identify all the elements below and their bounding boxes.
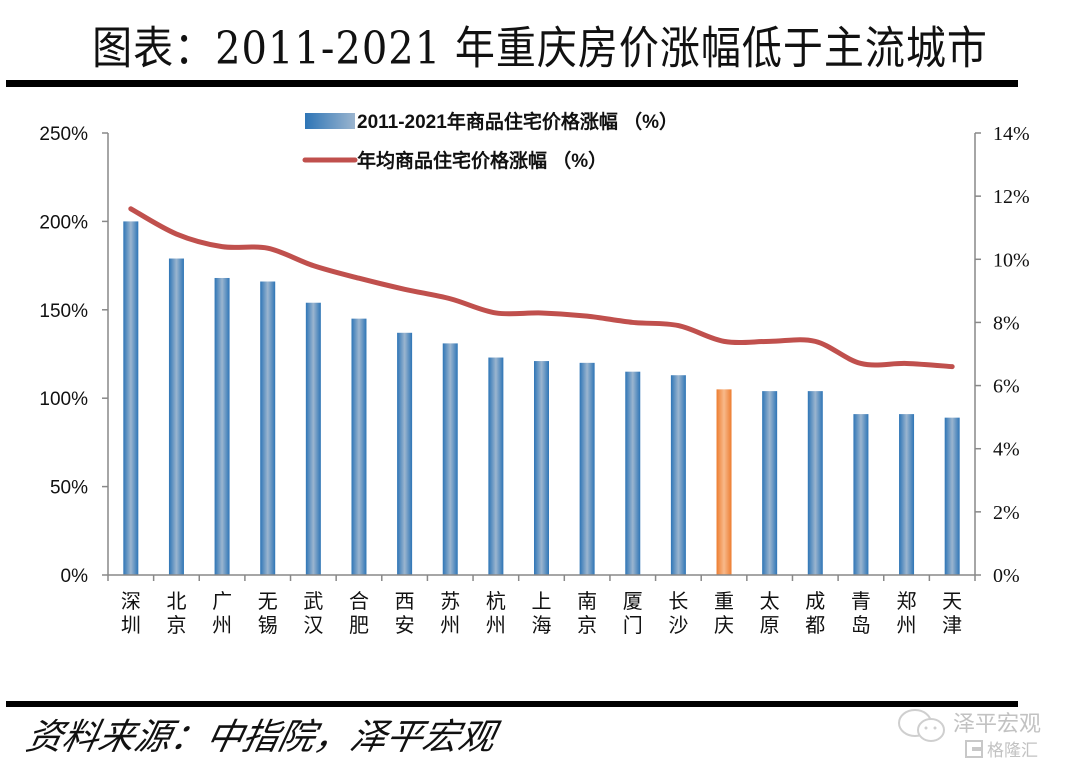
right-axis-tick-label: 10%: [993, 249, 1030, 271]
x-axis-tick-label: 津: [942, 613, 962, 637]
bar: [214, 277, 230, 575]
x-axis-tick-label: 武: [303, 589, 323, 613]
right-axis-tick-label: 14%: [993, 123, 1030, 145]
x-axis-tick-label: 都: [805, 613, 825, 637]
bar: [305, 302, 321, 575]
right-axis-tick-label: 4%: [993, 439, 1020, 461]
gelonghui-logo-icon: [965, 740, 983, 758]
bar: [944, 417, 960, 575]
watermark-sub-brand: 格隆汇: [987, 741, 1038, 761]
x-axis-tick-label: 京: [577, 613, 597, 637]
bar: [397, 332, 413, 575]
bar: [625, 371, 641, 575]
legend-bar-swatch: [305, 113, 355, 129]
x-axis-tick-label: 锡: [258, 613, 278, 637]
bar: [442, 343, 458, 575]
x-axis-tick-label: 合: [349, 589, 369, 613]
x-axis-tick-label: 广: [212, 589, 232, 613]
chart: 0% 50% 100% 150% 200% 250% 0% 2% 4% 6% 8% 10% 12% 14…: [39, 110, 1030, 637]
right-axis-tick-label: 2%: [993, 502, 1020, 524]
bar: [168, 258, 184, 575]
x-axis-tick-label: 厦: [623, 589, 643, 613]
x-axis-tick-label: 安: [395, 613, 415, 637]
x-axis-tick-label: 京: [166, 613, 186, 637]
bar: [488, 357, 504, 575]
x-axis-tick-label: 长: [668, 589, 688, 613]
x-axis-tick-label: 州: [897, 613, 917, 637]
watermark-brand: 泽平宏观: [953, 712, 1042, 737]
bar: [762, 391, 778, 575]
x-axis-tick-label: 庆: [714, 613, 734, 637]
x-axis-tick-label: 北: [166, 589, 186, 613]
legend-bar-label: 2011-2021年商品住宅价格涨幅 （%）: [357, 110, 678, 133]
page-title: 图表：2011-2021 年重庆房价涨幅低于主流城市: [92, 23, 988, 75]
x-axis-tick-label: 重: [714, 589, 734, 613]
x-axis-tick-label: 汉: [303, 613, 323, 637]
x-axis-tick-label: 天: [942, 589, 962, 613]
line-series: [128, 206, 955, 370]
bar: [123, 221, 139, 575]
left-axis-tick-label: 100%: [39, 389, 88, 410]
right-axis-tick-label: 8%: [993, 312, 1020, 334]
x-axis-tick-label: 苏: [440, 589, 460, 613]
right-axis-tick-label: 12%: [993, 186, 1030, 208]
x-axis-tick-label: 岛: [851, 613, 871, 637]
x-axis-tick-label: 上: [532, 589, 552, 613]
x-axis-tick-label: 州: [212, 613, 232, 637]
bar: [853, 414, 869, 575]
x-axis-tick-label: 海: [532, 613, 552, 637]
x-axis-tick-label: 州: [486, 613, 506, 637]
x-axis-tick-label: 太: [760, 589, 780, 613]
left-axis: 0% 50% 100% 150% 200% 250%: [39, 124, 109, 587]
x-axis-tick-label: 杭: [486, 589, 506, 613]
x-axis-tick-label: 圳: [121, 613, 141, 637]
x-axis-tick-label: 西: [395, 589, 415, 613]
wechat-icon: [898, 709, 945, 742]
right-axis: 0% 2% 4% 6% 8% 10% 12% 14%: [974, 123, 1030, 587]
title-divider: [6, 80, 1018, 87]
line-path: [128, 206, 955, 370]
source-note: 资料来源：中指院，泽平宏观: [22, 717, 500, 758]
x-axis-tick-label: 肥: [349, 613, 369, 637]
bar: [260, 281, 276, 575]
x-axis-tick-label: 南: [577, 589, 597, 613]
left-axis-tick-label: 0%: [61, 566, 89, 587]
left-axis-tick-label: 150%: [39, 301, 88, 322]
left-axis-tick-label: 250%: [39, 124, 88, 145]
bar: [899, 414, 915, 575]
x-axis-tick-label: 青: [851, 589, 871, 613]
right-axis-tick-label: 6%: [993, 376, 1020, 398]
x-axis-tick-label: 原: [760, 613, 780, 637]
bar: [670, 375, 686, 575]
x-axis-tick-label: 州: [440, 613, 460, 637]
x-axis-tick-label: 无: [258, 589, 278, 613]
left-axis-tick-label: 200%: [39, 212, 88, 233]
legend: 2011-2021年商品住宅价格涨幅 （%） 年均商品住宅价格涨幅 （%）: [302, 110, 678, 172]
footer-divider: [6, 701, 1018, 707]
x-axis-tick-label: 深: [121, 589, 141, 613]
x-axis-tick-label: 郑: [897, 589, 917, 613]
bar-series: [123, 221, 960, 575]
bar: [351, 318, 367, 575]
bar: [534, 361, 549, 575]
x-axis-tick-label: 沙: [668, 613, 688, 637]
bar: [579, 362, 595, 575]
x-axis-tick-label: 门: [623, 613, 643, 637]
watermark: 泽平宏观 格隆汇: [895, 704, 1075, 766]
x-axis-tick-label: 成: [805, 589, 825, 613]
left-axis-tick-label: 50%: [50, 478, 88, 499]
legend-line-label: 年均商品住宅价格涨幅 （%）: [357, 149, 607, 172]
bar-highlight: [716, 389, 732, 575]
bar: [807, 391, 823, 575]
right-axis-tick-label: 0%: [993, 565, 1020, 587]
